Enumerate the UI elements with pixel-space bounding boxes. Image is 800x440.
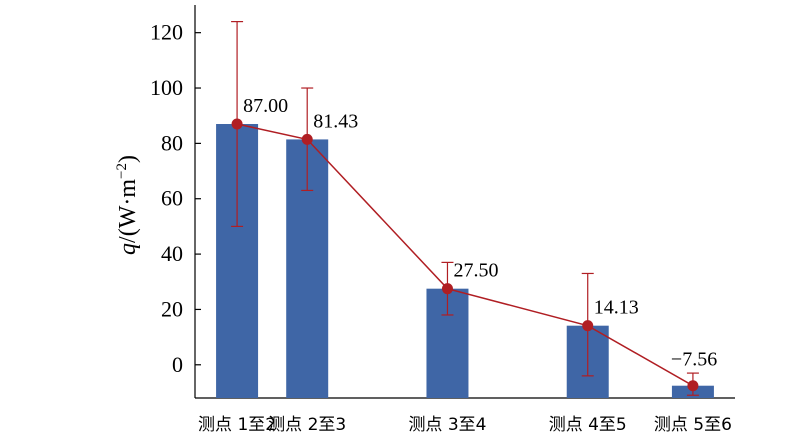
data-point <box>301 133 313 145</box>
y-tick-label: 120 <box>150 20 183 45</box>
data-label: 14.13 <box>594 297 639 319</box>
x-category-label: 测点 5至6 <box>654 415 732 435</box>
data-label: 87.00 <box>243 95 288 117</box>
data-point <box>441 283 453 295</box>
y-tick-label: 20 <box>161 296 183 321</box>
x-category-label: 测点 2至3 <box>268 415 346 435</box>
data-label: −7.56 <box>671 349 717 371</box>
x-category-label: 测点 3至4 <box>408 415 486 435</box>
x-category-label: 测点 4至5 <box>549 415 627 435</box>
y-tick-label: 80 <box>161 130 183 155</box>
data-point <box>582 320 594 332</box>
x-category-label: 测点 1至2 <box>198 415 276 435</box>
y-axis-label: q/(W·m−2) <box>114 155 141 255</box>
markers <box>231 118 699 392</box>
data-labels: 87.00 81.43 27.50 14.13 −7.56 <box>243 95 717 371</box>
data-point <box>687 380 699 392</box>
data-label: 27.50 <box>453 260 498 282</box>
y-tick-label: 0 <box>172 352 183 377</box>
y-tick-label: 60 <box>161 186 183 211</box>
y-tick-label: 40 <box>161 241 183 266</box>
y-tick-label: 100 <box>150 75 183 100</box>
data-point <box>231 118 243 130</box>
data-label: 81.43 <box>313 110 358 132</box>
